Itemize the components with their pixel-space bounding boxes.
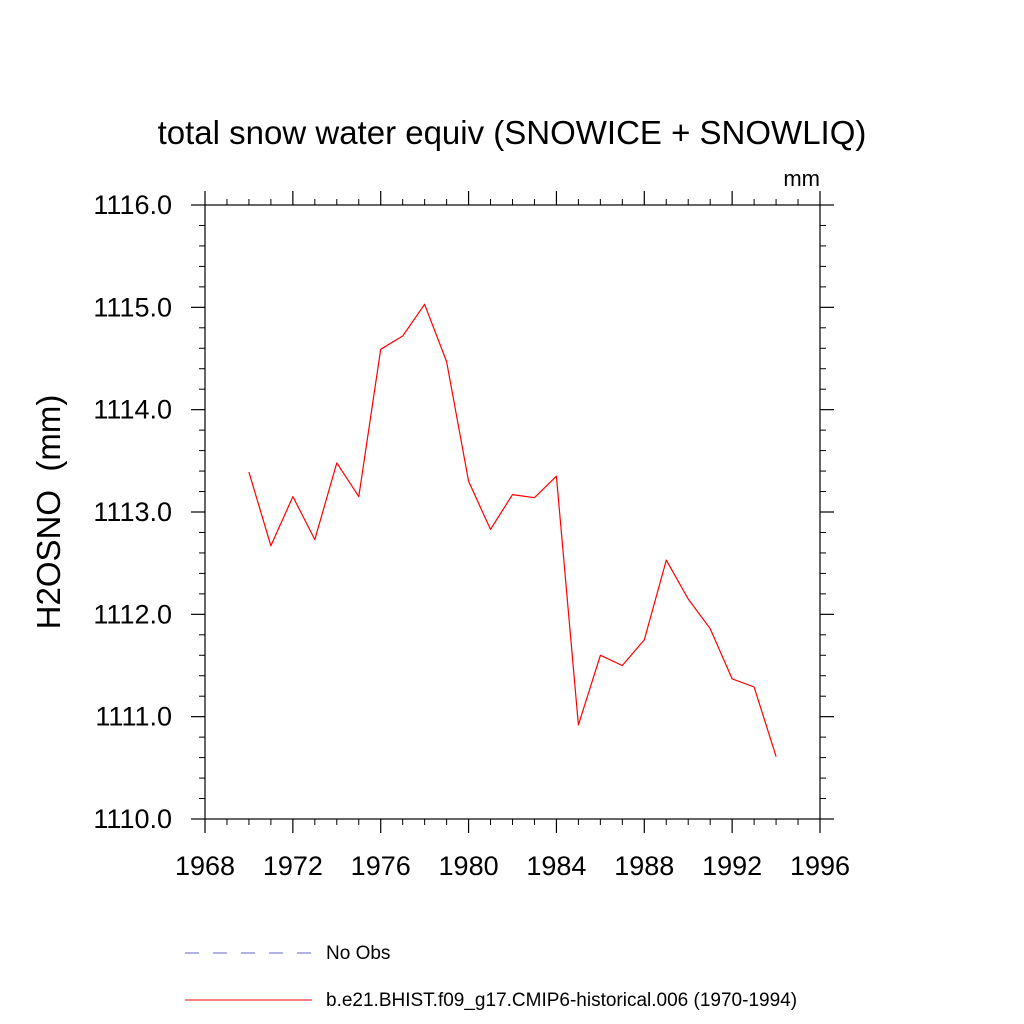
- chart-title: total snow water equiv (SNOWICE + SNOWLI…: [158, 114, 867, 151]
- units-label: mm: [783, 166, 820, 191]
- axis-ticks: [191, 191, 834, 833]
- x-tick-labels: 1968 1972 1976 1980 1984 1988 1992 1996: [175, 851, 850, 881]
- y-tick-label: 1114.0: [93, 395, 172, 425]
- x-tick-label: 1992: [702, 851, 762, 881]
- y-tick-labels: 1110.0 1111.0 1112.0 1113.0 1114.0 1115.0 1116…: [93, 190, 172, 834]
- y-tick-label: 1116.0: [93, 190, 172, 220]
- x-tick-label: 1988: [614, 851, 674, 881]
- x-tick-label: 1980: [439, 851, 499, 881]
- x-tick-label: 1996: [790, 851, 850, 881]
- legend-label-model: b.e21.BHIST.f09_g17.CMIP6-historical.006…: [326, 990, 797, 1011]
- y-tick-label: 1110.0: [93, 804, 172, 834]
- series-line-0: [248, 303, 777, 757]
- x-tick-label: 1972: [263, 851, 323, 881]
- legend-label-no-obs: No Obs: [326, 943, 390, 964]
- x-tick-label: 1984: [526, 851, 586, 881]
- series-layer: [248, 303, 777, 757]
- x-tick-label: 1976: [351, 851, 411, 881]
- legend: No Obs b.e21.BHIST.f09_g17.CMIP6-histori…: [185, 943, 797, 1011]
- y-tick-label: 1113.0: [93, 497, 172, 527]
- plot-frame: [204, 204, 821, 820]
- y-axis-label: H2OSNO (mm): [30, 395, 67, 630]
- y-tick-label: 1112.0: [93, 599, 172, 629]
- y-tick-label: 1111.0: [95, 702, 172, 732]
- x-tick-label: 1968: [175, 851, 235, 881]
- y-tick-label: 1115.0: [93, 292, 172, 322]
